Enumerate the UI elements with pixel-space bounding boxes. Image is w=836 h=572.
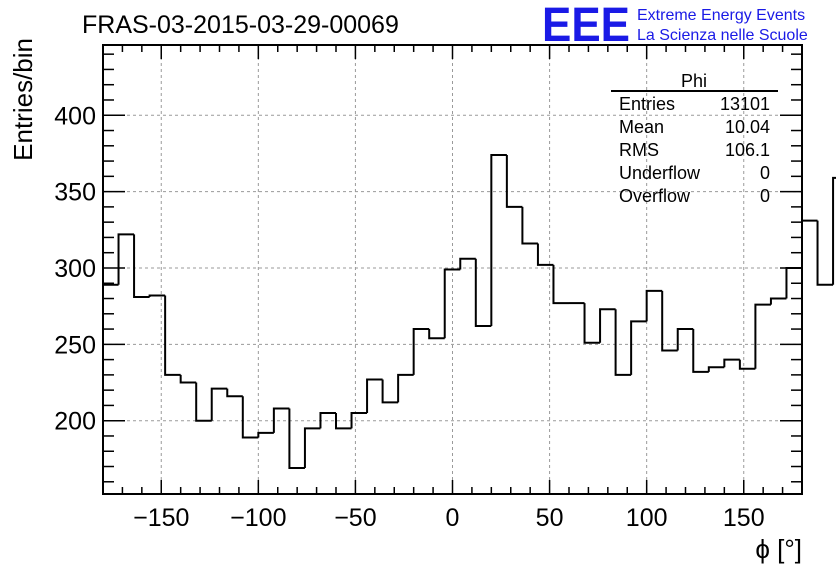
stats-box-name: Phi	[681, 71, 707, 91]
histogram-bin	[257, 431, 274, 438]
eee-logo: EEE Extreme Energy Events La Scienza nel…	[542, 0, 808, 52]
histogram-bin	[474, 258, 492, 328]
histogram-bin	[552, 264, 569, 305]
histogram-bin	[412, 328, 430, 375]
histogram-bin	[117, 233, 135, 285]
x-tick-label: 100	[626, 504, 668, 532]
histogram-bin	[428, 329, 445, 340]
histogram-bin	[443, 268, 461, 339]
logo-line-2: La Scienza nelle Scuole	[637, 27, 808, 44]
stats-row-label: Overflow	[619, 186, 691, 206]
histogram-bin	[288, 408, 305, 470]
histogram-bin	[241, 396, 259, 439]
histogram-bin	[599, 308, 616, 343]
histogram-bin	[676, 328, 694, 351]
histogram-bin	[630, 320, 647, 375]
histogram-bin	[832, 176, 836, 285]
y-tick-labels: 200 250 300 350 400	[54, 102, 96, 435]
histogram-bin	[505, 154, 523, 208]
histogram-bin	[738, 359, 756, 370]
y-axis-label: Entries/bin	[8, 38, 38, 161]
chart-title: FRAS-03-2015-03-29-00069	[82, 11, 399, 39]
histogram-bin	[350, 412, 368, 429]
histogram-bin	[645, 289, 663, 322]
histogram-bin	[816, 220, 834, 286]
y-tick-label: 250	[54, 331, 96, 359]
grid-lines	[103, 45, 802, 494]
x-tick-label: 0	[446, 504, 460, 532]
logo-letters: EEE	[542, 0, 630, 52]
histogram-bin	[179, 374, 197, 384]
stats-row-value: 10.04	[725, 117, 770, 137]
logo-line-1: Extreme Energy Events	[637, 7, 805, 24]
histogram-bin	[303, 427, 321, 469]
histogram-bin	[661, 290, 678, 352]
histogram-bin	[521, 206, 538, 245]
histogram-bin	[614, 309, 632, 376]
stats-row-label: Mean	[619, 117, 664, 137]
histogram-bin	[459, 257, 476, 270]
histogram-bars	[103, 153, 836, 470]
histogram-bin	[801, 219, 818, 268]
histogram-bin	[319, 412, 336, 429]
histogram-bin	[366, 378, 383, 414]
y-tick-label: 200	[54, 408, 96, 436]
stats-row-label: Entries	[619, 94, 675, 114]
axis-ticks	[102, 45, 803, 494]
histogram-bin	[397, 373, 414, 403]
y-tick-label: 350	[54, 179, 96, 207]
histogram-bin	[335, 413, 352, 430]
histogram-bin	[195, 382, 212, 422]
histogram-bin	[133, 234, 150, 298]
stats-box: Phi Entries 13101 Mean 10.04 RMS 106.1 Underfl…	[611, 71, 778, 206]
x-tick-label: 50	[536, 504, 564, 532]
histogram-bin	[148, 294, 166, 297]
histogram-bin	[692, 329, 709, 373]
histogram-bin	[272, 407, 290, 433]
x-axis-label: ϕ [°]	[755, 534, 802, 564]
y-tick-label: 300	[54, 255, 96, 283]
x-tick-label: 150	[723, 504, 765, 532]
histogram-bin	[723, 358, 740, 368]
histogram-bin	[381, 379, 399, 404]
histogram-bin	[164, 295, 181, 376]
histogram-bin	[226, 388, 243, 398]
stats-row-value: 106.1	[725, 140, 770, 160]
x-tick-labels: −150 −100 −50 0 50 100 150	[133, 504, 765, 532]
histogram-bin	[583, 303, 601, 344]
histogram-bin	[490, 153, 507, 327]
stats-row-label: RMS	[619, 140, 659, 160]
x-tick-label: −150	[133, 504, 189, 532]
y-tick-label: 400	[54, 102, 96, 130]
histogram-bin	[210, 387, 228, 421]
x-tick-label: −100	[230, 504, 286, 532]
stats-row-label: Underflow	[619, 163, 701, 183]
stats-row-value: 0	[760, 163, 770, 183]
histogram-bin	[769, 297, 787, 305]
histogram-bin	[707, 366, 725, 372]
histogram-bin	[536, 243, 554, 266]
stats-row-value: 0	[760, 186, 770, 206]
stats-row-value: 13101	[720, 94, 770, 114]
x-tick-label: −50	[334, 504, 376, 532]
histogram-bin	[754, 303, 771, 369]
